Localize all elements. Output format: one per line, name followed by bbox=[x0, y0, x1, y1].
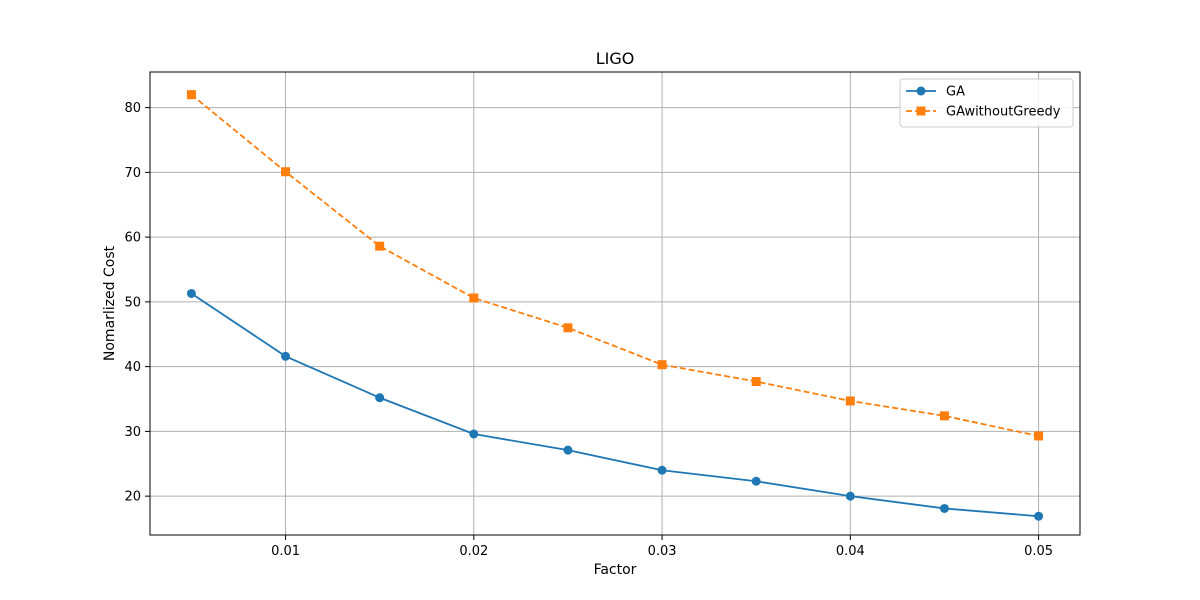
data-point-marker bbox=[469, 429, 479, 439]
legend-swatch-marker bbox=[916, 86, 926, 96]
data-point-marker bbox=[939, 411, 949, 421]
x-tick-label: 0.05 bbox=[1024, 544, 1053, 559]
data-point-marker bbox=[845, 491, 855, 501]
data-point-marker bbox=[657, 465, 667, 475]
data-point-marker bbox=[375, 241, 385, 251]
legend-swatch-marker bbox=[916, 106, 926, 116]
data-point-marker bbox=[186, 90, 196, 100]
data-point-marker bbox=[657, 360, 667, 370]
data-point-marker bbox=[1034, 431, 1044, 441]
legend-label: GA bbox=[946, 85, 965, 100]
series-line bbox=[190, 93, 1039, 437]
y-tick-label: 80 bbox=[124, 101, 141, 116]
x-tick-label: 0.02 bbox=[459, 544, 488, 559]
legend-label: GAwithoutGreedy bbox=[946, 105, 1061, 120]
y-tick-label: 70 bbox=[124, 166, 141, 181]
data-point-marker bbox=[751, 476, 761, 486]
y-tick-label: 30 bbox=[124, 425, 141, 440]
y-axis-title: Nomarlized Cost bbox=[102, 245, 118, 361]
y-tick-label: 20 bbox=[124, 490, 141, 505]
y-tick-label: 40 bbox=[124, 360, 141, 375]
legend-box bbox=[899, 78, 1074, 128]
data-point-marker bbox=[469, 293, 479, 303]
data-point-marker bbox=[375, 393, 385, 403]
grid-lines bbox=[150, 72, 1080, 535]
data-point-marker bbox=[1034, 511, 1044, 521]
series-1 bbox=[186, 288, 1044, 521]
series-2 bbox=[186, 90, 1044, 441]
data-point-marker bbox=[751, 377, 761, 387]
legend-item: GAwithoutGreedy bbox=[906, 105, 1061, 120]
data-point-marker bbox=[563, 445, 573, 455]
data-point-marker bbox=[563, 323, 573, 333]
y-tick-label: 50 bbox=[124, 295, 141, 310]
data-point-marker bbox=[939, 503, 949, 513]
x-tick-label: 0.01 bbox=[271, 544, 300, 559]
series-group bbox=[186, 90, 1044, 521]
series-line bbox=[190, 292, 1039, 518]
x-tick-label: 0.04 bbox=[836, 544, 865, 559]
x-axis: 0.01 0.02 0.03 0.04 0.05 bbox=[271, 535, 1053, 559]
y-tick-label: 60 bbox=[124, 231, 141, 246]
x-axis-title: Factor bbox=[594, 562, 637, 578]
data-point-marker bbox=[281, 351, 291, 361]
data-point-marker bbox=[845, 396, 855, 406]
legend: GA GAwithoutGreedy bbox=[899, 78, 1074, 128]
data-point-marker bbox=[281, 167, 291, 177]
y-axis: 20 30 40 50 60 70 80 bbox=[124, 101, 150, 505]
data-point-marker bbox=[186, 288, 196, 298]
plot-area-frame bbox=[149, 71, 1081, 536]
legend-item: GA bbox=[906, 85, 965, 100]
chart-title: LIGO bbox=[596, 49, 635, 68]
x-tick-label: 0.03 bbox=[648, 544, 677, 559]
